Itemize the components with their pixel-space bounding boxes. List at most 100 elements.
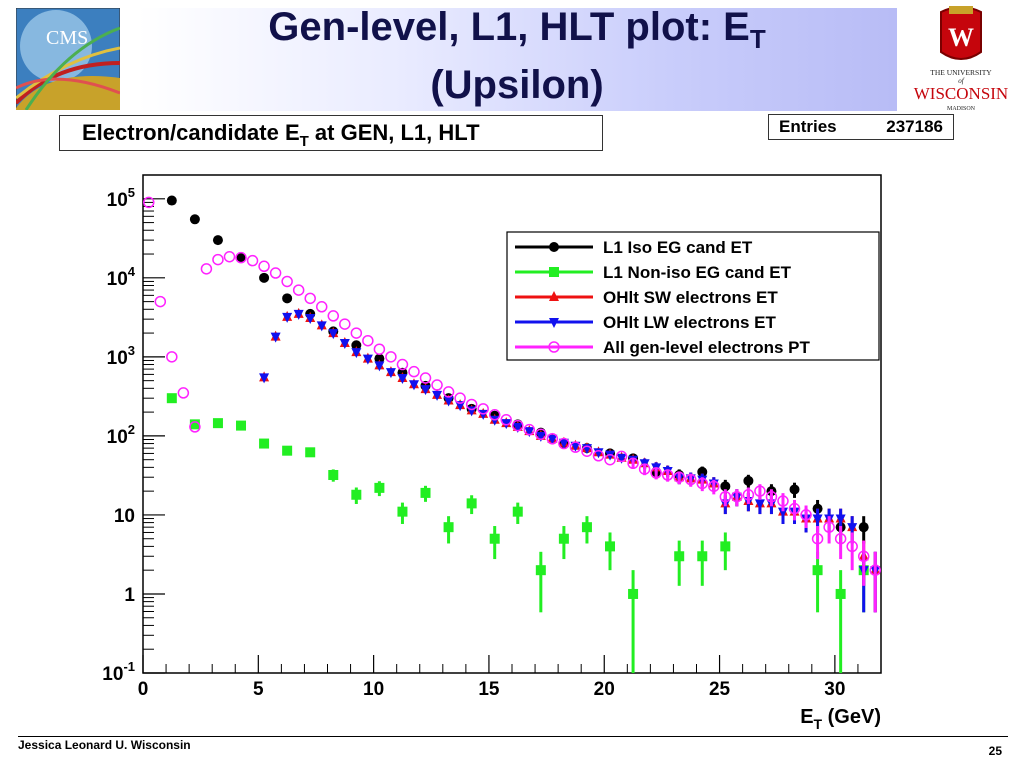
data-point [604,453,616,466]
data-point [731,490,743,503]
data-point [396,358,409,371]
data-point [443,522,454,533]
data-point [270,332,281,343]
data-point [628,588,639,599]
data-point [339,338,350,349]
data-point [236,420,247,431]
data-point [765,490,778,503]
data-point [362,354,373,365]
data-point [316,321,327,332]
data-point [627,457,639,470]
data-point [535,428,547,440]
data-point [373,343,386,355]
data-point [684,473,697,486]
legend-label: OHlt LW electrons ET [603,313,776,332]
data-point [259,272,270,283]
data-point [777,495,789,507]
data-point [616,453,627,464]
data-point [258,260,270,273]
data-point [166,195,177,206]
data-point [605,450,616,461]
legend-label: L1 Non-iso EG cand ET [603,263,792,282]
data-point [754,485,766,497]
data-point [419,372,432,384]
data-point [569,441,582,453]
stats-value: 237186 [886,117,943,136]
data-point [339,318,351,330]
data-point [489,533,500,544]
data-point [351,348,362,359]
data-point [800,509,812,521]
data-point [374,482,385,493]
uw-logo-line2: of [958,77,965,85]
data-point [549,267,559,277]
data-point [282,293,293,304]
data-point [465,398,478,411]
data-point [212,235,223,246]
stats-label: Entries [779,117,837,136]
data-point [742,489,755,501]
page-title-line2: (Upsilon) [430,63,604,107]
data-point [834,532,847,545]
data-point [327,310,340,322]
data-point [549,291,559,301]
x-tick-label: 30 [824,679,845,700]
data-point [869,564,881,576]
data-point [223,250,236,263]
data-point [431,379,443,391]
data-point [385,368,396,379]
data-point [581,445,593,457]
data-point [857,550,870,563]
series-1 [166,393,869,673]
data-point [512,419,524,432]
data-point [615,450,628,463]
data-point [293,309,304,320]
data-point [177,387,190,399]
data-point [777,507,788,518]
data-point [397,506,408,517]
data-point [754,499,765,510]
data-point [235,251,247,264]
uw-logo-line4: MADISON [947,106,976,112]
data-point [524,427,535,438]
data-point [374,353,385,364]
y-tick-label: 10 [114,506,135,527]
data-point [351,489,362,500]
data-point [512,422,523,433]
data-point [558,438,569,449]
y-tick-label: 103 [107,343,135,369]
data-point [788,502,801,515]
data-point [812,565,823,576]
data-point [500,414,512,426]
data-point [420,385,431,396]
data-point [212,253,224,266]
data-point [166,351,178,363]
data-point [720,481,731,492]
data-point [812,514,823,525]
data-point [846,540,858,553]
data-point [292,284,305,296]
data-point [351,340,362,351]
data-point [408,380,419,391]
data-point [443,396,454,407]
data-point [835,514,846,525]
data-point [488,409,501,421]
data-point [720,541,731,552]
series-4 [143,196,881,613]
data-point [304,292,316,305]
data-point [581,522,592,533]
data-point [811,532,824,545]
data-point [246,254,259,267]
data-point [154,295,167,308]
data-point [523,423,536,436]
svg-text:W: W [948,23,974,52]
uw-logo-line3: WISCONSIN [914,84,1008,103]
data-point [546,433,559,445]
data-point [547,434,558,445]
legend-label: All gen-level electrons PT [603,338,811,357]
data-point [697,551,708,562]
data-point [189,419,200,430]
uw-logo: W THE UNIVERSITY of WISCONSIN MADISON [914,6,1008,112]
stats-box: Entries 237186 [768,114,954,140]
uw-logo-line1: THE UNIVERSITY [930,68,992,77]
